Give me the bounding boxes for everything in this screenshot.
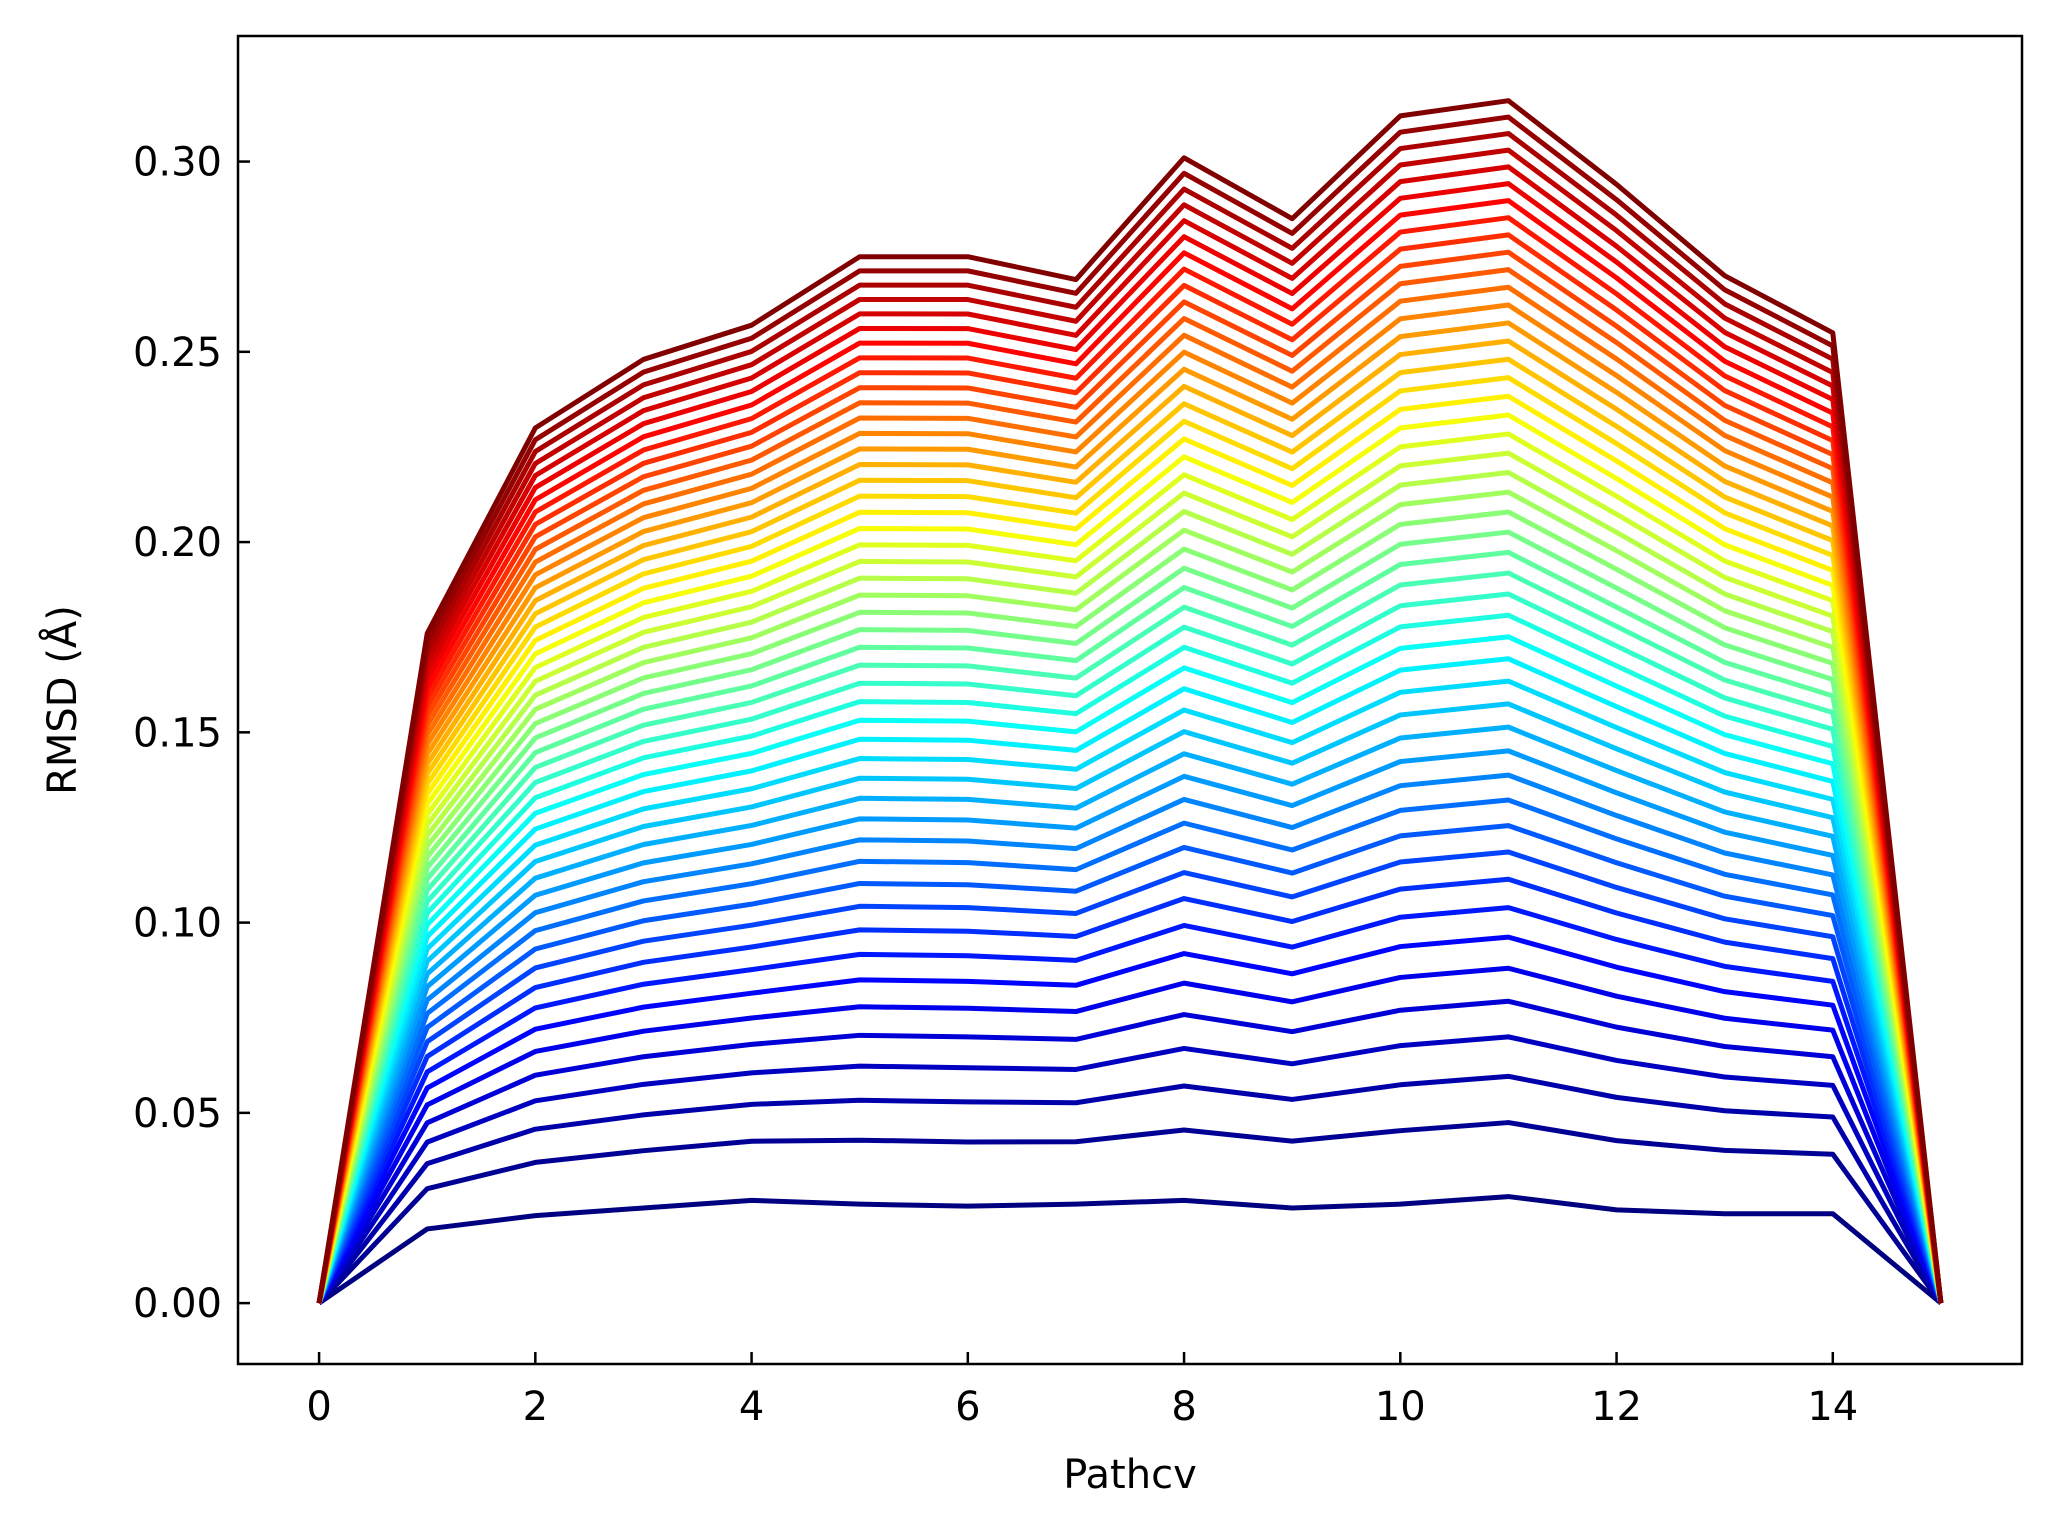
series-line-20	[316, 612, 1944, 1304]
series-line-30	[316, 412, 1944, 1304]
series-line-5	[316, 998, 1944, 1305]
series-line-16	[316, 701, 1944, 1304]
y-tick-label: 0.05	[133, 1091, 222, 1137]
y-tick-label: 0.30	[133, 140, 222, 186]
series-line-25	[316, 509, 1944, 1304]
series-line-47	[316, 114, 1944, 1304]
series-line-27	[316, 470, 1944, 1304]
series-line-41	[316, 215, 1944, 1304]
series-line-6	[316, 965, 1944, 1305]
series-line-40	[316, 232, 1944, 1304]
x-tick-label: 14	[1807, 1384, 1858, 1430]
series-line-9	[316, 876, 1944, 1305]
series-line-22	[316, 570, 1944, 1304]
series-line-48	[316, 98, 1944, 1304]
series-line-26	[316, 489, 1944, 1304]
series-line-12	[316, 797, 1944, 1304]
series-group	[316, 98, 1944, 1306]
series-line-13	[316, 772, 1944, 1304]
x-tick-label: 8	[1171, 1384, 1196, 1430]
y-axis-ticks: 0.00 0.05 0.10 0.15 0.20 0.25 0.30	[133, 140, 250, 1327]
series-line-19	[316, 634, 1944, 1304]
series-line-1	[317, 1194, 1943, 1306]
series-line-45	[316, 147, 1944, 1304]
y-tick-label: 0.20	[133, 520, 222, 566]
series-line-2	[317, 1120, 1943, 1305]
series-line-38	[316, 267, 1944, 1304]
plot-frame	[236, 34, 2024, 1366]
y-tick-label: 0.10	[133, 901, 222, 947]
series-line-8	[316, 905, 1944, 1305]
series-line-3	[317, 1073, 1944, 1305]
series-line-42	[316, 198, 1944, 1304]
series-line-36	[316, 302, 1944, 1304]
series-line-10	[316, 849, 1944, 1305]
series-line-33	[316, 356, 1944, 1304]
x-axis-ticks: 0 2 4 6 8 10 12 14	[306, 1352, 1858, 1430]
series-line-37	[316, 284, 1944, 1304]
series-line-15	[316, 724, 1944, 1304]
series-line-31	[316, 393, 1944, 1304]
y-axis-label: RMSD (Å)	[38, 605, 86, 795]
series-line-24	[316, 529, 1944, 1304]
y-tick-label: 0.00	[133, 1281, 222, 1327]
series-line-4	[317, 1034, 1944, 1305]
series-line-35	[316, 320, 1944, 1304]
series-line-32	[316, 375, 1944, 1304]
series-line-14	[316, 748, 1944, 1304]
series-line-18	[316, 656, 1944, 1304]
x-tick-label: 4	[739, 1384, 764, 1430]
series-line-34	[316, 338, 1944, 1304]
series-line-46	[316, 131, 1944, 1304]
series-line-39	[316, 249, 1944, 1304]
series-line-17	[316, 678, 1944, 1304]
y-tick-label: 0.15	[133, 710, 222, 756]
x-tick-label: 2	[523, 1384, 548, 1430]
series-line-29	[316, 431, 1944, 1304]
series-line-44	[316, 164, 1944, 1304]
series-line-23	[316, 549, 1944, 1304]
x-tick-label: 10	[1375, 1384, 1426, 1430]
x-tick-label: 6	[955, 1384, 980, 1430]
x-tick-label: 12	[1591, 1384, 1642, 1430]
x-tick-label: 0	[306, 1384, 331, 1430]
x-axis-label: Pathcv	[1063, 1452, 1197, 1498]
series-line-11	[316, 823, 1944, 1305]
series-line-7	[316, 934, 1944, 1305]
y-tick-label: 0.25	[133, 330, 222, 376]
series-line-21	[316, 591, 1944, 1304]
series-line-43	[316, 181, 1944, 1304]
series-line-28	[316, 450, 1944, 1304]
